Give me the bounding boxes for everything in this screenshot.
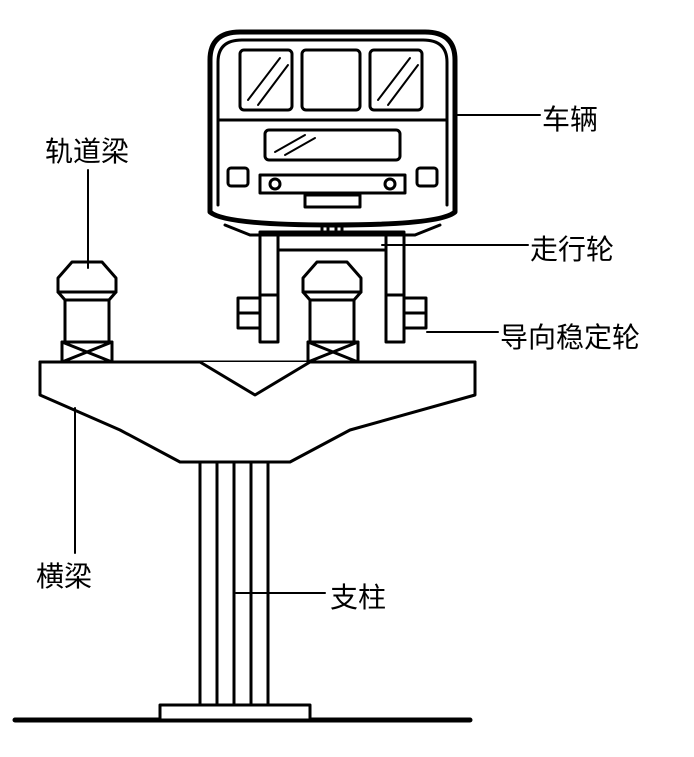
support-right: [308, 342, 358, 362]
label-running-wheel: 走行轮: [530, 228, 614, 268]
label-vehicle: 车辆: [542, 98, 598, 138]
label-pillar: 支柱: [330, 576, 386, 616]
label-track-beam: 轨道梁: [45, 130, 129, 170]
cross-beam: [40, 362, 475, 462]
pillar-base: [160, 705, 310, 720]
label-cross-beam: 横梁: [36, 555, 92, 595]
support-left: [62, 342, 112, 362]
pillar: [200, 462, 268, 705]
track-beam-left: [58, 262, 116, 342]
track-beam-right: [303, 262, 361, 342]
vehicle-body: [210, 32, 455, 235]
label-guide-wheel: 导向稳定轮: [500, 316, 640, 356]
